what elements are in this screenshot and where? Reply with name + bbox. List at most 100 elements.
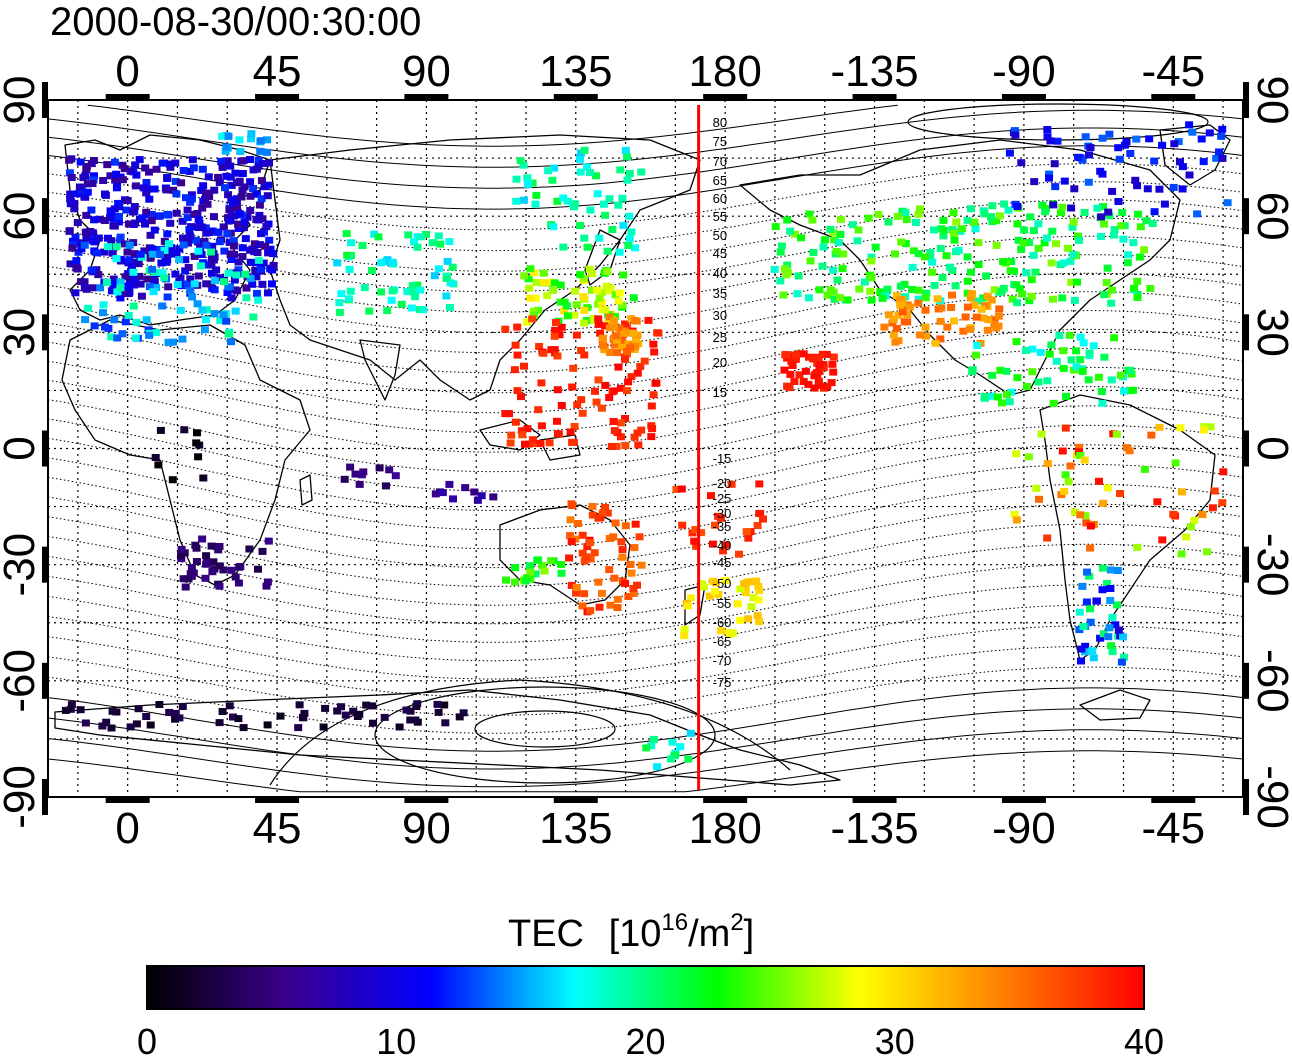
tec-cell [346, 287, 355, 295]
tec-cell [1177, 550, 1186, 558]
tec-cell [184, 575, 193, 583]
tec-cell [1100, 220, 1109, 228]
tec-cell [1004, 206, 1013, 214]
tec-cell [804, 294, 813, 302]
tec-cell [131, 161, 140, 169]
tec-cell [502, 576, 510, 584]
tec-cell [259, 259, 268, 267]
tec-cell [233, 287, 242, 295]
tec-cell [922, 332, 931, 340]
tec-cell [193, 429, 201, 437]
tec-cell [155, 701, 164, 708]
tec-cell [1025, 239, 1034, 246]
tec-cell [248, 280, 257, 288]
tec-cell [221, 184, 229, 192]
tec-cell [601, 381, 610, 389]
tec-cell [755, 587, 764, 595]
tec-cell [936, 245, 945, 252]
tec-cell [928, 268, 937, 276]
tec-cell [593, 286, 602, 294]
tec-cell [131, 219, 140, 227]
coastline-path [359, 339, 401, 401]
contour-label: -20 [713, 476, 732, 491]
tec-cell [446, 279, 455, 287]
tec-cell [979, 314, 988, 322]
tec-cell [570, 311, 579, 319]
tec-cell [570, 423, 579, 430]
tec-cell [1074, 448, 1083, 456]
tec-cell [1131, 176, 1140, 184]
tec-cell [586, 539, 595, 547]
tec-cell [820, 236, 829, 244]
tec-cell [65, 227, 74, 235]
tec-cell [137, 292, 146, 300]
tec-cell [815, 361, 824, 369]
contour-label: -50 [713, 576, 732, 591]
tec-cell [141, 219, 150, 227]
tec-cell [577, 396, 586, 404]
tec-cell [81, 172, 90, 179]
tec-cell [107, 724, 116, 732]
tec-cell [235, 563, 244, 571]
tec-cell [1024, 453, 1033, 461]
tec-cell [165, 708, 174, 716]
tec-cell [829, 266, 838, 274]
tec-cell [178, 703, 187, 710]
tec-cell [198, 535, 207, 543]
tec-cell [147, 217, 156, 225]
tec-cell [995, 212, 1004, 220]
tec-cell [203, 200, 212, 208]
tec-cell [933, 295, 942, 303]
tec-cell [921, 323, 930, 331]
lon-label-bottom: 180 [688, 804, 761, 853]
lon-label-bottom: 135 [539, 804, 612, 853]
tec-cell [843, 296, 852, 304]
tec-cell [885, 311, 894, 319]
tec-cell [226, 216, 235, 224]
tec-cell [1080, 209, 1089, 216]
tec-cell [711, 579, 720, 587]
tec-cell [632, 317, 641, 325]
tec-cell [234, 225, 243, 232]
tec-cell [597, 404, 606, 412]
contour-label: 40 [713, 266, 727, 281]
tec-cell [633, 429, 642, 437]
tec-cell [818, 262, 827, 270]
tec-cell [253, 289, 261, 297]
tec-cell [238, 253, 247, 260]
tec-cell [242, 284, 251, 292]
tec-cell [814, 377, 823, 385]
tec-cell [759, 515, 767, 523]
tec-cell [553, 352, 562, 360]
tec-cell [958, 225, 967, 233]
tec-cell [181, 583, 190, 591]
tec-cell [915, 331, 924, 339]
contour-label: -25 [713, 491, 732, 506]
tec-cell [221, 147, 230, 155]
tec-cell [1203, 548, 1211, 556]
tec-cell [1085, 151, 1093, 159]
tec-cell [90, 172, 98, 180]
tec-cell [779, 291, 788, 299]
tec-cell [594, 578, 603, 586]
tec-cell [559, 243, 568, 251]
tec-cell [784, 269, 792, 277]
magnetic-contour [47, 424, 1244, 511]
tec-cell [402, 706, 411, 714]
tec-cell [80, 241, 89, 249]
tec-cell [164, 283, 173, 291]
tec-cell [649, 340, 658, 348]
tec-cell [988, 202, 997, 210]
tec-cell [1066, 462, 1075, 470]
tec-cell [583, 543, 592, 551]
tec-cell [667, 755, 675, 763]
tec-cell [1147, 431, 1156, 439]
tec-cell [937, 304, 946, 312]
tec-cell [1169, 510, 1178, 518]
tec-cell [254, 156, 263, 164]
tec-cell [187, 564, 196, 572]
tec-cell [574, 520, 582, 527]
tec-cell [131, 275, 140, 283]
tec-cell [921, 294, 930, 302]
tec-cell [1003, 391, 1011, 399]
